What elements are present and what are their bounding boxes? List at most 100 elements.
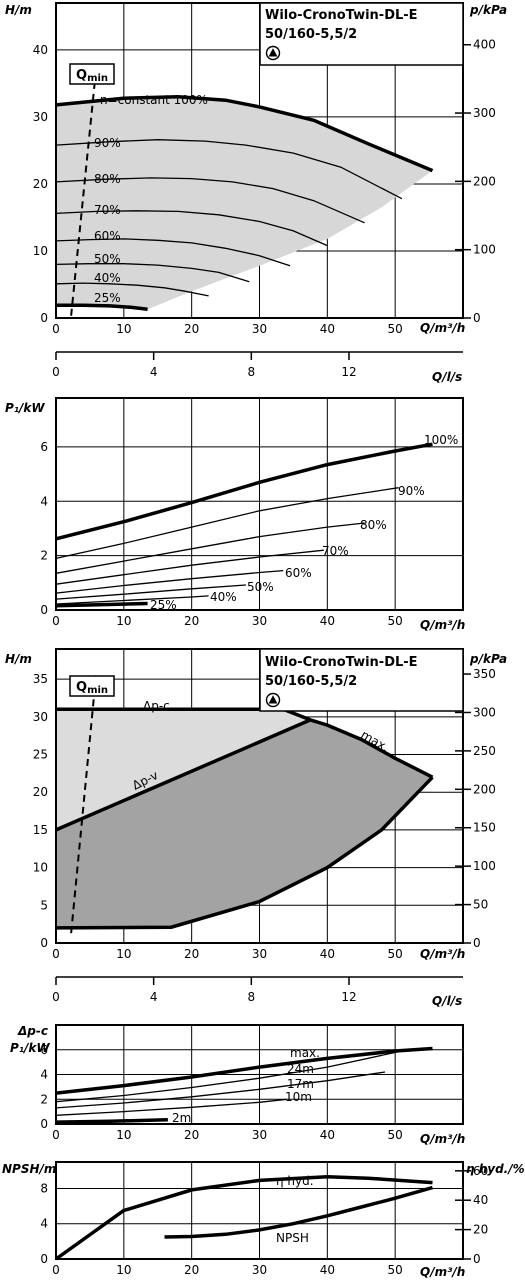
head-curve-5 (55, 263, 250, 283)
ls-tick-label-3: 12 (341, 990, 356, 1004)
y2-tick-label-4: 200 (473, 782, 496, 796)
title-box (259, 2, 464, 66)
y-tick-label-2: 8 (40, 1181, 48, 1195)
npsh-curve-0 (54, 1174, 433, 1261)
power-label-25: 25% (150, 598, 177, 612)
power-curve-1 (55, 487, 399, 560)
x-tick-label-0: 0 (52, 1128, 60, 1142)
x-tick-label-2: 20 (184, 1263, 199, 1277)
y2-tick-label-2: 200 (473, 174, 496, 188)
control-power-flow-label: Q/m³/h (420, 1132, 465, 1146)
curve-label-80: 80% (94, 172, 121, 186)
y2-tick-label-7: 350 (473, 667, 496, 681)
curve-label-25: 25% (94, 291, 121, 305)
y-tick-label-2: 4 (40, 1068, 48, 1082)
x-tick-label-5: 50 (388, 614, 403, 628)
y2-tick-label-0: 0 (473, 936, 481, 950)
ls-tick-label-1: 4 (150, 365, 158, 379)
y2-tick-label-1: 20 (473, 1223, 488, 1237)
y2-tick-label-2: 100 (473, 859, 496, 873)
ls-tick-label-3: 12 (341, 365, 356, 379)
x-tick-label-4: 40 (320, 947, 335, 961)
qmin-label-2: Qmin (76, 680, 108, 696)
y2-tick-label-1: 50 (473, 898, 488, 912)
eta-label: η hyd. (276, 1174, 314, 1188)
y-tick-label-1: 2 (40, 1092, 48, 1106)
power-curve-3 (55, 549, 324, 585)
x-tick-label-5: 50 (388, 947, 403, 961)
y2-tick-label-3: 150 (473, 821, 496, 835)
cp-label-max: max. (290, 1046, 320, 1060)
pump-title2-line2: 50/160-5,5/2 (265, 674, 357, 689)
npsh-grid (56, 1162, 471, 1260)
npsh-frame (55, 1161, 464, 1260)
x-tick-label-2: 20 (184, 1128, 199, 1142)
control-power-curve-0 (55, 1046, 433, 1095)
x-tick-label-1: 10 (116, 614, 131, 628)
x-tick-label-0: 0 (52, 1263, 60, 1277)
npsh-tick-labels: 0 10 20 30 40 50 0 4 8 0 20 40 60 (40, 1164, 488, 1277)
control-head-panel: 0 10 20 30 40 5005101520253035050100150200250… (5, 648, 507, 961)
x-tick-label-1: 10 (116, 1263, 131, 1277)
control-power-curve-2 (55, 1071, 386, 1109)
npsh-label: NPSH (276, 1231, 309, 1245)
power-label-100: 100% (424, 433, 458, 447)
npsh-curves (54, 1174, 433, 1261)
power-curve-5 (55, 584, 246, 600)
power-grid (56, 398, 463, 610)
y-tick-label-0: 0 (40, 311, 48, 325)
y2-tick-label-0: 0 (473, 311, 481, 325)
curve-label-100: n=constant 100% (100, 93, 208, 107)
y-tick-label-3: 30 (33, 110, 48, 124)
cp-label-17m: 17m (287, 1077, 314, 1091)
x-tick-label-4: 40 (320, 614, 335, 628)
power-flow-axis-label: Q/m³/h (420, 618, 465, 632)
y-tick-label-6: 30 (33, 710, 48, 724)
power-curves-panel: 0 10 20 30 40 50 0 2 4 6 P₁/kW Q/m³/h 100% 90% 80… (5, 397, 465, 632)
power-curve-0 (55, 442, 433, 541)
y2-tick-label-6: 300 (473, 705, 496, 719)
control-power-panel: 0 10 20 30 40 50 0 2 4 6 Δp-c P₁/kW Q/m³/h max. 2… (10, 1024, 465, 1146)
npsh-panel: 0 10 20 30 40 50 0 4 8 0 20 40 60 NPSH/m η hyd./% Q/… (2, 1161, 525, 1279)
head-curve-0 (55, 95, 434, 173)
y-tick-label-0: 0 (40, 1117, 48, 1131)
y-tick-label-3: 6 (40, 1043, 48, 1057)
flow-ls-scale-2: 0 4 8 12 Q/l/s (52, 976, 463, 1008)
x-tick-label-3: 30 (252, 1128, 267, 1142)
ls-scale-ticks-2: 0 4 8 12 (52, 977, 357, 1004)
y-tick-label-2: 20 (33, 177, 48, 191)
control-power-tick-labels: 0 10 20 30 40 50 0 2 4 6 (40, 1043, 402, 1142)
x-tick-label-3: 30 (252, 614, 267, 628)
y2-tick-label-3: 60 (473, 1164, 488, 1178)
control-pressure-axis-label: p/kPa (469, 652, 507, 666)
x-tick-label-3: 30 (252, 322, 267, 336)
control-power-axis-label: P₁/kW (10, 1041, 50, 1055)
y2-tick-label-5: 250 (473, 744, 496, 758)
x-tick-label-1: 10 (116, 947, 131, 961)
control-power-curve-1 (55, 1050, 403, 1103)
y-tick-label-4: 20 (33, 785, 48, 799)
wilo-logo-icon-2 (265, 692, 281, 708)
npsh-flow-axis-label: Q/m³/h (420, 1265, 465, 1279)
cp-label-2m: 2m (172, 1111, 191, 1125)
ls-tick-label-2: 8 (248, 990, 256, 1004)
control-curve-3 (55, 775, 434, 930)
cp-label-10m: 10m (285, 1090, 312, 1104)
head-curve-6 (55, 282, 209, 297)
y-tick-label-4: 40 (33, 43, 48, 57)
y2-tick-label-0: 0 (473, 1252, 481, 1266)
x-tick-label-2: 20 (184, 614, 199, 628)
power-label-60: 60% (285, 566, 312, 580)
x-tick-label-4: 40 (320, 1128, 335, 1142)
power-label-80: 80% (360, 518, 387, 532)
control-power-curve-4 (55, 1117, 168, 1124)
pump-title2-line1: Wilo-CronoTwin-DL-E (265, 655, 418, 670)
power-label-50: 50% (247, 580, 274, 594)
y-tick-label-3: 15 (33, 823, 48, 837)
y-tick-label-1: 5 (40, 898, 48, 912)
pressure-axis-label: p/kPa (469, 3, 507, 17)
flow-ls-scale-1: 0 4 8 12 Q/l/s (52, 351, 463, 384)
